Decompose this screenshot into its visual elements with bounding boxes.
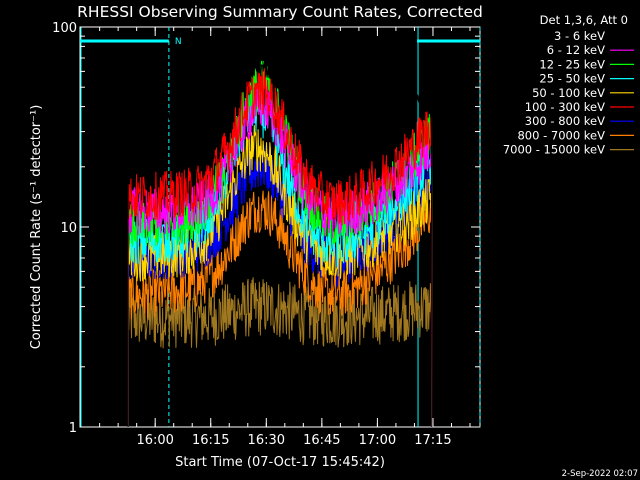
x-tick-label: 17:00 xyxy=(359,433,396,448)
y-axis: 1 10 100 xyxy=(52,21,480,436)
x-tick-label: 16:45 xyxy=(303,433,340,448)
series-line-7 xyxy=(127,190,433,428)
legend-entry: 50 - 100 keV xyxy=(532,86,605,100)
legend-entry: 800 - 7000 keV xyxy=(517,128,605,142)
series-line-0 xyxy=(127,62,433,428)
y-tick-label: 1 xyxy=(69,421,77,436)
x-tick-label: 17:15 xyxy=(414,433,451,448)
legend-entry: 25 - 50 keV xyxy=(539,72,605,86)
legend-title: Det 1,3,6, Att 0 xyxy=(540,13,628,27)
series-line-5 xyxy=(127,67,433,428)
series-layer xyxy=(127,60,433,428)
y-tick-label: 100 xyxy=(52,21,77,36)
chart-title: RHESSI Observing Summary Count Rates, Co… xyxy=(77,3,483,21)
x-tick-label: 16:00 xyxy=(136,433,173,448)
legend-entry: 12 - 25 keV xyxy=(539,57,605,71)
x-axis: 16:00 16:15 16:30 16:45 17:00 17:15 xyxy=(99,27,471,448)
legend-entry: 300 - 800 keV xyxy=(525,114,605,128)
legend-entry: 100 - 300 keV xyxy=(525,100,605,114)
x-tick-label: 16:30 xyxy=(248,433,285,448)
legend-entry: 3 - 6 keV xyxy=(554,29,605,43)
x-axis-label: Start Time (07-Oct-17 15:45:42) xyxy=(175,455,385,470)
x-tick-label: 16:15 xyxy=(192,433,229,448)
timestamp: 2-Sep-2022 02:07 xyxy=(562,469,638,479)
y-axis-label: Corrected Count Rate (s⁻¹ detector⁻¹) xyxy=(29,105,44,350)
gap-label: N xyxy=(175,37,182,47)
legend-entry: 6 - 12 keV xyxy=(547,43,605,57)
legend-entry: 7000 - 15000 keV xyxy=(503,143,605,157)
y-tick-label: 10 xyxy=(60,221,77,236)
